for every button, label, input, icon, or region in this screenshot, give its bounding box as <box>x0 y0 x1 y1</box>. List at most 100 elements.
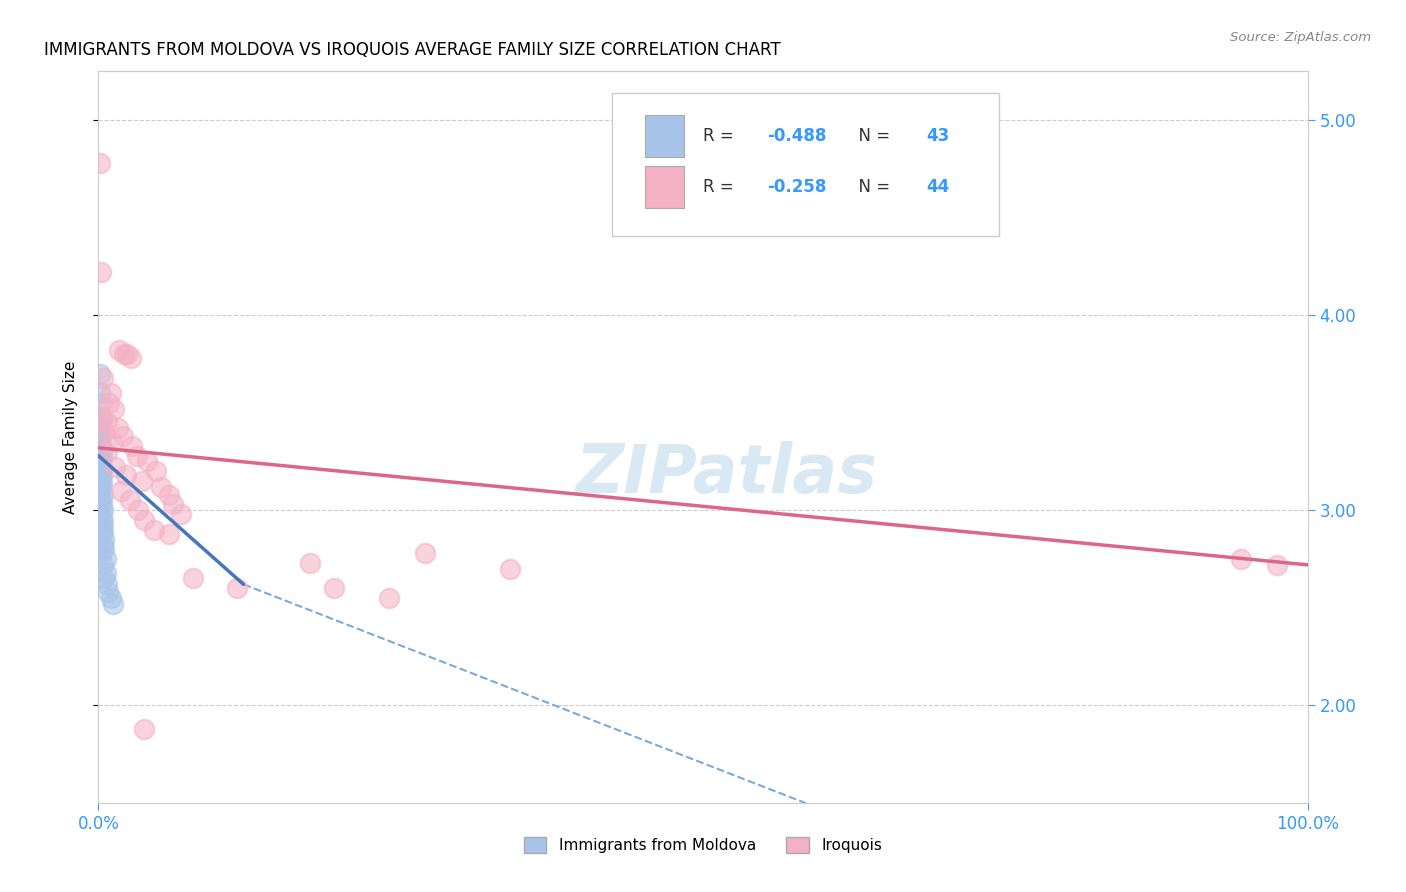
Point <box>108 343 131 358</box>
Legend: Immigrants from Moldova, Iroquois: Immigrants from Moldova, Iroquois <box>516 830 890 861</box>
FancyBboxPatch shape <box>645 166 683 208</box>
Text: R =: R = <box>703 178 740 196</box>
Point <box>97 585 120 599</box>
Point <box>134 722 156 736</box>
Point <box>93 542 115 557</box>
Point <box>91 497 114 511</box>
FancyBboxPatch shape <box>613 94 1000 236</box>
Point <box>96 577 118 591</box>
Text: IMMIGRANTS FROM MOLDOVA VS IROQUOIS AVERAGE FAMILY SIZE CORRELATION CHART: IMMIGRANTS FROM MOLDOVA VS IROQUOIS AVER… <box>44 41 780 59</box>
Point <box>91 460 114 475</box>
Point <box>91 370 114 384</box>
Point <box>90 480 112 494</box>
Point <box>91 515 114 529</box>
Point <box>100 591 122 605</box>
Point <box>91 523 114 537</box>
FancyBboxPatch shape <box>645 115 683 157</box>
Point <box>91 409 114 424</box>
Point <box>377 591 399 605</box>
Point <box>89 409 111 424</box>
Point <box>157 488 180 502</box>
Point <box>90 464 112 478</box>
Point <box>90 429 112 443</box>
Point <box>89 457 111 471</box>
Point <box>91 538 114 552</box>
Point <box>90 265 112 279</box>
Point <box>323 581 346 595</box>
Point <box>117 347 139 361</box>
Point <box>91 475 114 490</box>
Point <box>145 464 167 478</box>
Point <box>89 434 111 449</box>
Point <box>91 526 114 541</box>
Point <box>94 552 117 566</box>
Point <box>1267 558 1289 572</box>
Point <box>127 449 149 463</box>
Point <box>89 444 111 458</box>
Point <box>135 454 157 468</box>
Point <box>94 566 117 580</box>
Point <box>1230 552 1253 566</box>
Point <box>299 556 322 570</box>
Text: ZIPatlas: ZIPatlas <box>576 441 879 507</box>
Point <box>169 507 191 521</box>
Point <box>91 503 114 517</box>
Point <box>118 493 141 508</box>
Point <box>162 497 184 511</box>
Point <box>134 513 156 527</box>
Point <box>131 474 153 488</box>
Point <box>101 597 124 611</box>
Point <box>89 156 111 170</box>
Point <box>143 523 166 537</box>
Point <box>120 351 142 365</box>
Point <box>93 533 115 547</box>
Point <box>90 452 112 467</box>
Point <box>93 572 115 586</box>
Point <box>127 503 149 517</box>
Point <box>91 558 114 572</box>
Point <box>157 526 180 541</box>
Point <box>150 480 173 494</box>
Point <box>91 449 114 463</box>
Point <box>121 439 143 453</box>
Point <box>91 511 114 525</box>
Point <box>226 581 249 595</box>
Point <box>91 468 114 483</box>
Point <box>90 396 112 410</box>
Y-axis label: Average Family Size: Average Family Size <box>63 360 77 514</box>
Point <box>413 546 436 560</box>
Point <box>498 562 520 576</box>
Text: N =: N = <box>848 178 896 196</box>
Text: R =: R = <box>703 127 740 145</box>
Point <box>91 546 114 560</box>
Point <box>111 429 134 443</box>
Text: Source: ZipAtlas.com: Source: ZipAtlas.com <box>1230 31 1371 45</box>
Point <box>89 425 111 440</box>
Point <box>98 396 121 410</box>
Point <box>90 416 112 430</box>
Point <box>91 488 114 502</box>
Point <box>115 468 138 483</box>
Point <box>107 421 129 435</box>
Text: 44: 44 <box>927 178 950 196</box>
Point <box>100 386 122 401</box>
Point <box>91 518 114 533</box>
Point <box>90 507 112 521</box>
Point <box>181 572 204 586</box>
Point <box>90 472 112 486</box>
Point <box>93 425 115 440</box>
Point <box>89 386 111 401</box>
Point <box>96 444 118 458</box>
Point <box>100 434 122 449</box>
Point <box>89 421 111 435</box>
Text: 43: 43 <box>927 127 950 145</box>
Text: -0.258: -0.258 <box>768 178 827 196</box>
Point <box>90 439 112 453</box>
Text: -0.488: -0.488 <box>768 127 827 145</box>
Point <box>96 416 118 430</box>
Text: N =: N = <box>848 127 896 145</box>
Point <box>110 483 132 498</box>
Point <box>112 347 135 361</box>
Point <box>90 493 112 508</box>
Point <box>89 483 111 498</box>
